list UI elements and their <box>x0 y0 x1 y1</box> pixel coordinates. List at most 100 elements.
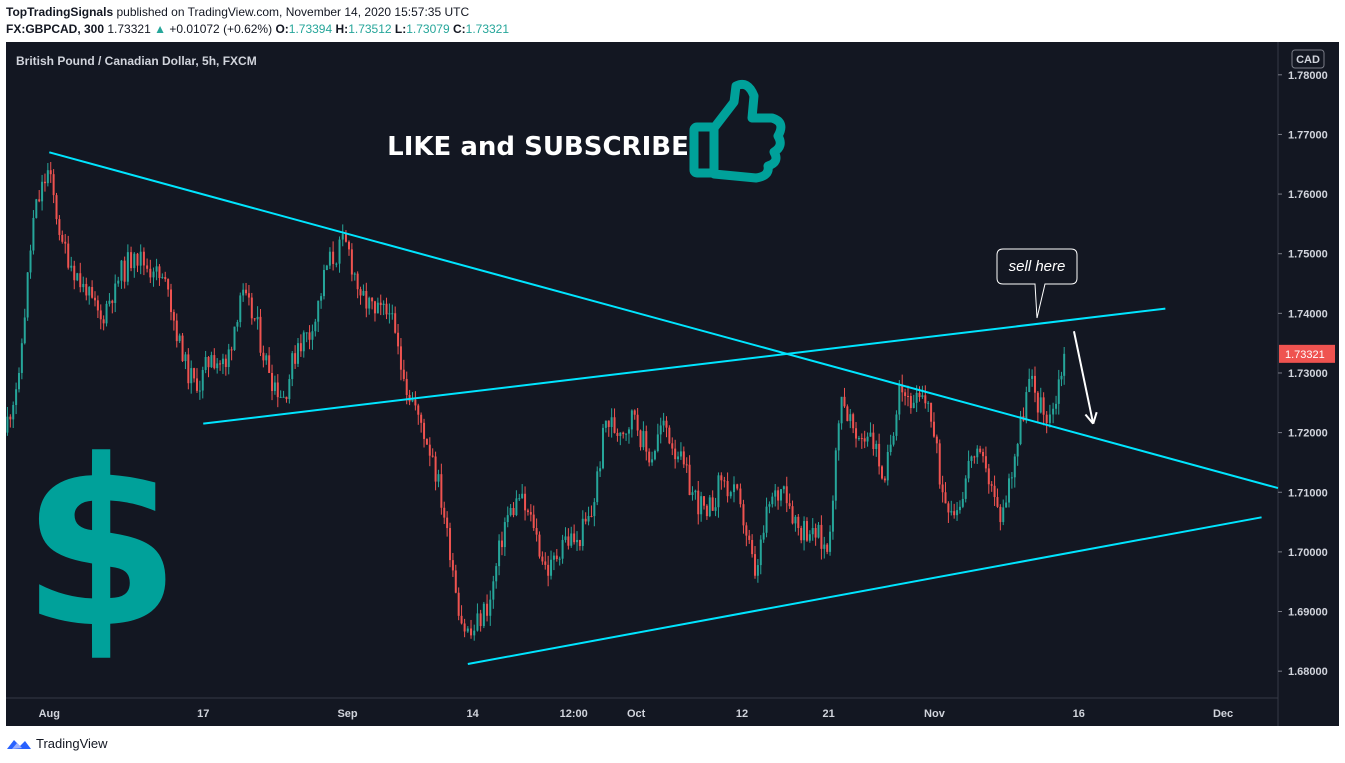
candle-body <box>397 332 400 347</box>
candle-body <box>1052 408 1055 415</box>
candle-body <box>139 251 142 266</box>
time-axis[interactable]: Aug 17 Sep 14 12:00 Oct 12 21 Nov 16 Dec <box>39 708 1234 720</box>
candle-body <box>979 448 982 452</box>
candle-body <box>901 384 904 393</box>
candle-body <box>564 536 567 540</box>
candle-body <box>85 283 88 296</box>
candle-body <box>932 421 935 437</box>
candle-body <box>451 560 454 571</box>
candle-body <box>454 570 457 593</box>
candle-body <box>587 516 590 522</box>
candle-body <box>32 217 35 251</box>
projection-arrow <box>1072 331 1098 425</box>
last-price-tag <box>1279 344 1335 363</box>
candle-body <box>927 402 930 404</box>
price-axis[interactable]: 1.78000 1.77000 1.76000 1.75000 1.74000 1.730… <box>1278 70 1335 678</box>
candle-body <box>909 396 912 409</box>
candle-body <box>941 484 944 493</box>
candle-body <box>779 489 782 501</box>
candle-body <box>521 493 524 499</box>
symbol-line: FX:GBPCAD, 300 1.73321 ▲ +0.01072 (+0.62… <box>6 21 509 38</box>
candle-body <box>320 296 323 301</box>
candle-body <box>648 451 651 463</box>
candle-body <box>982 451 985 457</box>
candle-body <box>656 434 659 451</box>
candle-body <box>420 414 423 423</box>
candle-body <box>947 503 950 513</box>
callout-bubble <box>996 248 1078 319</box>
candle-body <box>247 293 250 298</box>
candle-body <box>756 565 759 576</box>
candle-body <box>544 561 547 565</box>
candle-body <box>198 390 201 392</box>
candle-body <box>878 443 881 467</box>
candle-body <box>610 417 613 427</box>
candle-body <box>659 425 662 435</box>
sell-here-label: sell here <box>1009 258 1066 275</box>
candle-body <box>114 283 117 303</box>
candle-body <box>748 535 751 540</box>
sell-callout: sell here <box>996 248 1078 319</box>
candle-body <box>29 250 32 273</box>
candle-body <box>170 289 173 313</box>
candle-body <box>341 234 344 240</box>
candle-body <box>561 539 564 559</box>
candle-body <box>532 514 535 529</box>
candle-body <box>91 287 94 298</box>
candle-body <box>604 420 607 428</box>
open-label: O: <box>275 22 289 36</box>
open-value: 1.73394 <box>288 22 333 36</box>
arrow-head <box>1092 411 1098 424</box>
close-value: 1.73321 <box>465 22 510 36</box>
candle-body <box>1048 414 1051 423</box>
candle-body <box>133 253 136 269</box>
candle-body <box>990 484 993 486</box>
change-arrow-icon: ▲ <box>154 22 166 36</box>
y-tick-label: 1.73000 <box>1288 368 1328 380</box>
candle-body <box>771 496 774 505</box>
candle-body <box>677 456 680 460</box>
candle-body <box>875 443 878 450</box>
candle-body <box>308 332 311 340</box>
x-tick-label: Nov <box>924 708 946 720</box>
x-tick-label: 14 <box>467 708 480 720</box>
candle-body <box>498 540 501 567</box>
candle-body <box>616 432 619 436</box>
author-name[interactable]: TopTradingSignals <box>6 5 114 19</box>
candle-body <box>108 300 111 304</box>
candle-body <box>117 280 120 284</box>
candle-body <box>216 363 219 369</box>
candle-body <box>332 251 335 264</box>
candle-body <box>814 528 817 538</box>
candle-body <box>967 460 970 479</box>
candle-body <box>688 464 691 495</box>
candle-body <box>651 459 654 463</box>
candle-body <box>285 396 288 400</box>
candle-body <box>524 493 527 511</box>
candle-body <box>782 486 785 490</box>
candle-body <box>347 241 350 250</box>
publish-line: TopTradingSignals published on TradingVi… <box>6 4 509 21</box>
chart-background <box>6 42 1339 726</box>
symbol-label[interactable]: FX:GBPCAD, 300 <box>6 22 105 36</box>
candle-body <box>742 504 745 526</box>
candle-body <box>904 392 907 396</box>
candle-body <box>373 301 376 314</box>
candle-body <box>668 427 671 444</box>
candle-body <box>279 396 282 398</box>
candle-body <box>233 326 236 350</box>
candle-body <box>210 355 213 368</box>
candle-body <box>794 516 797 524</box>
candle-body <box>619 432 622 436</box>
tradingview-footer[interactable]: TradingView <box>6 736 108 751</box>
candle-body <box>860 438 863 440</box>
candle-body <box>391 313 394 315</box>
candle-body <box>958 506 961 511</box>
y-tick-label: 1.74000 <box>1288 308 1328 320</box>
candle-body <box>152 271 155 278</box>
candle-body <box>82 283 85 288</box>
candle-body <box>829 531 832 552</box>
candle-body <box>46 170 49 184</box>
candle-body <box>555 555 558 559</box>
